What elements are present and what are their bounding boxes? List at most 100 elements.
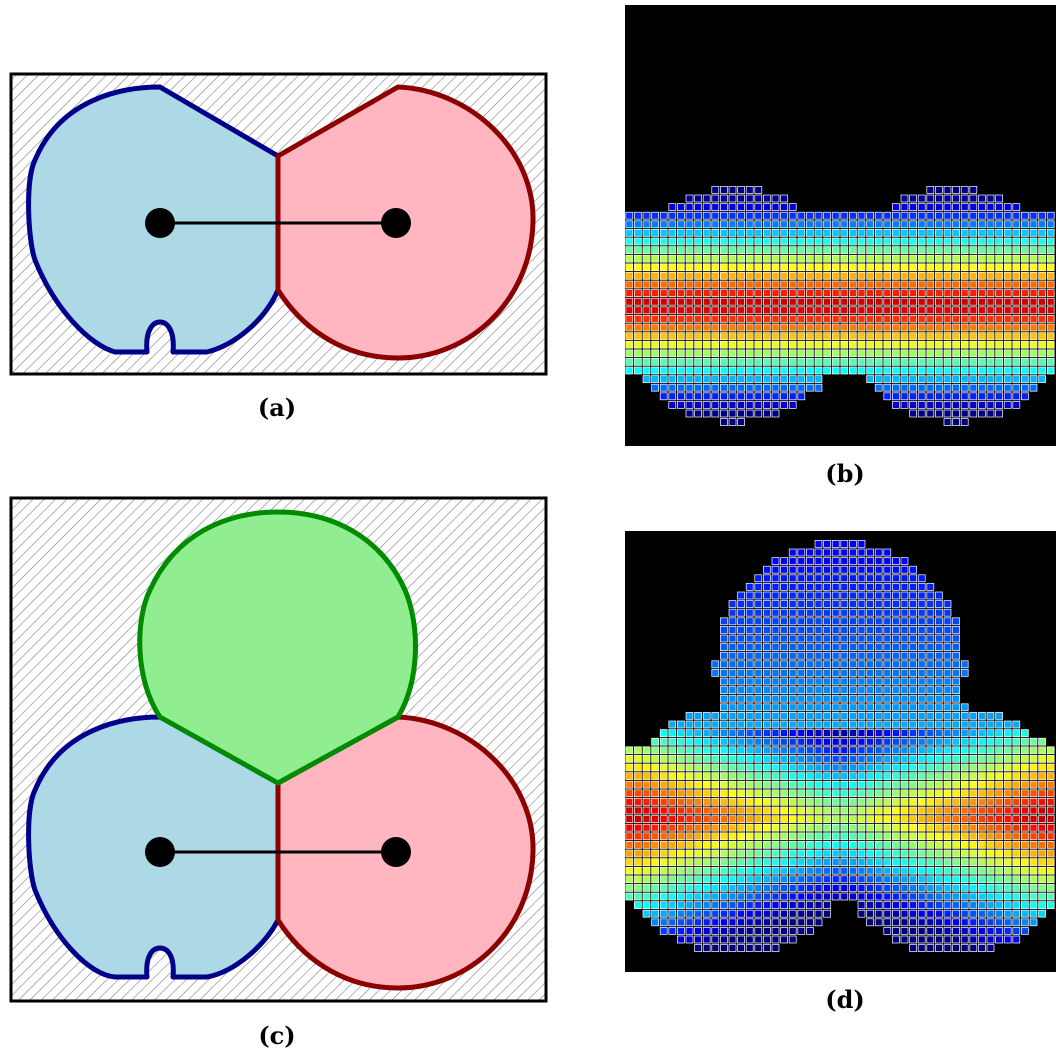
heatmap-cell [814, 340, 823, 349]
heatmap-cell [814, 832, 823, 841]
heatmap-cell [960, 332, 969, 340]
heatmap-cell [866, 755, 874, 763]
heatmap-cell [986, 866, 995, 875]
heatmap-cell [1012, 203, 1021, 211]
heatmap-cell [763, 358, 771, 366]
heatmap-cell [866, 841, 874, 849]
heatmap-cell [840, 772, 849, 780]
heatmap-cell [1038, 263, 1046, 272]
heatmap-cell [943, 626, 952, 634]
heatmap-cell [960, 306, 969, 315]
heatmap-cell [1046, 349, 1055, 358]
heatmap-cell [831, 332, 840, 340]
heatmap-cell [780, 315, 788, 323]
heatmap-cell [711, 229, 720, 237]
heatmap-cell [960, 194, 969, 203]
heatmap-cell [788, 909, 797, 918]
heatmap-cell [926, 806, 935, 815]
heatmap-cell [935, 677, 943, 686]
heatmap-cell [737, 798, 745, 806]
heatmap-cell [625, 237, 634, 246]
heatmap-cell [677, 858, 685, 866]
heatmap-cell [823, 246, 831, 254]
heatmap-cell [737, 677, 745, 686]
heatmap-cell [814, 548, 823, 557]
heatmap-cell [806, 263, 814, 272]
heatmap-cell [720, 849, 728, 858]
heatmap-cell [634, 229, 642, 237]
heatmap-cell [892, 720, 900, 729]
heatmap-cell [814, 901, 823, 909]
heatmap-cell [978, 841, 986, 849]
heatmap-cell [935, 798, 943, 806]
heatmap-cell [771, 591, 780, 600]
heatmap-cell [935, 927, 943, 935]
heatmap-cell [857, 272, 866, 280]
heatmap-cell [969, 935, 978, 944]
heatmap-cell [659, 815, 668, 823]
heatmap-cell [892, 254, 900, 263]
heatmap-cell [1003, 297, 1012, 306]
heatmap-cell [659, 332, 668, 340]
heatmap-cell [745, 660, 754, 669]
heatmap-cell [978, 229, 986, 237]
heatmap-cell [1029, 246, 1038, 254]
heatmap-cell [978, 211, 986, 220]
heatmap-cell [788, 884, 797, 892]
heatmap-cell [763, 617, 771, 626]
heatmap-cell [651, 858, 659, 866]
heatmap-cell [814, 712, 823, 720]
heatmap-cell [668, 720, 677, 729]
heatmap-cell [823, 875, 831, 884]
heatmap-cell [814, 892, 823, 901]
heatmap-cell [995, 780, 1003, 789]
heatmap-cell [702, 944, 711, 952]
heatmap-cell [986, 780, 995, 789]
heatmap-cell [866, 626, 874, 634]
heatmap-cell [926, 729, 935, 737]
heatmap-cell [651, 263, 659, 272]
heatmap-cell [952, 229, 960, 237]
heatmap-cell [737, 600, 745, 608]
heatmap-cell [909, 901, 917, 909]
heatmap-cell [634, 220, 642, 229]
heatmap-cell [909, 289, 917, 297]
heatmap-cell [634, 755, 642, 763]
heatmap-cell [917, 686, 926, 694]
heatmap-cell [677, 729, 685, 737]
heatmap-cell [823, 703, 831, 712]
heatmap-cell [814, 763, 823, 772]
heatmap-cell [969, 789, 978, 798]
heatmap-cell [737, 944, 745, 952]
heatmap-cell [978, 909, 986, 918]
heatmap-cell [995, 935, 1003, 944]
heatmap-cell [797, 349, 806, 358]
heatmap-cell [771, 703, 780, 712]
heatmap-cell [634, 297, 642, 306]
heatmap-cell [909, 591, 917, 600]
heatmap-cell [823, 737, 831, 746]
heatmap-cell [849, 720, 857, 729]
heatmap-cell [943, 944, 952, 952]
heatmap-cell [823, 289, 831, 297]
heatmap-cell [900, 651, 909, 660]
heatmap-cell [651, 737, 659, 746]
heatmap-cell [874, 272, 883, 280]
heatmap-cell [840, 617, 849, 626]
heatmap-cell [625, 806, 634, 815]
heatmap-cell [840, 789, 849, 798]
heatmap-cell [806, 849, 814, 858]
heatmap-cell [969, 280, 978, 289]
heatmap-cell [754, 203, 763, 211]
heatmap-cell [874, 677, 883, 686]
heatmap-cell [986, 927, 995, 935]
heatmap-cell [1003, 772, 1012, 780]
heatmap-cell [651, 798, 659, 806]
heatmap-cell [651, 755, 659, 763]
heatmap-cell [1003, 755, 1012, 763]
heatmap-cell [677, 832, 685, 841]
heatmap-cell [1012, 729, 1021, 737]
heatmap-cell [840, 540, 849, 548]
heatmap-cell [634, 254, 642, 263]
heatmap-cell [737, 901, 745, 909]
